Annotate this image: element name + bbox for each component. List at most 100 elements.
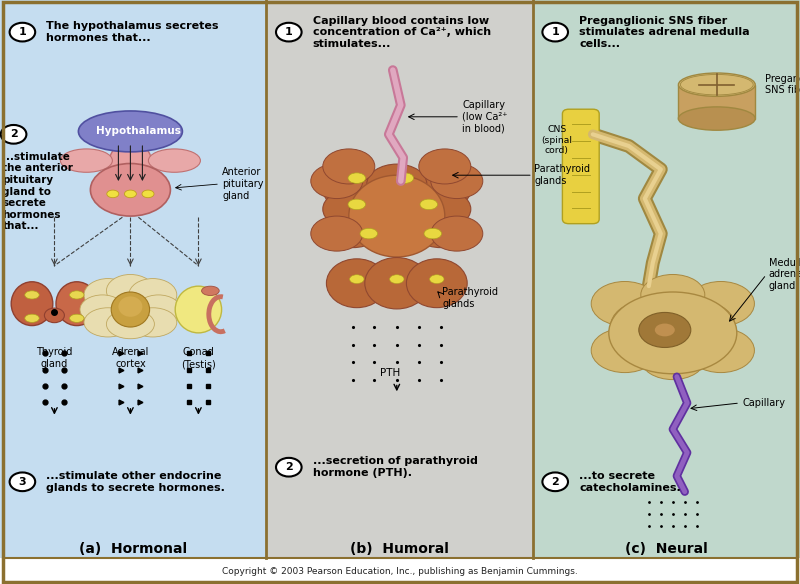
Ellipse shape [424,228,442,239]
Ellipse shape [366,208,427,248]
Ellipse shape [326,259,387,308]
Text: ...to secrete
catecholamines.: ...to secrete catecholamines. [579,471,681,492]
Ellipse shape [106,274,154,307]
Text: (a)  Hormonal: (a) Hormonal [79,542,187,556]
Bar [0,558,800,584]
Circle shape [542,23,568,41]
Ellipse shape [350,275,364,284]
Text: ...stimulate other endocrine
glands to secrete hormones.: ...stimulate other endocrine glands to s… [46,471,226,492]
Text: Parathyroid
glands: Parathyroid glands [534,165,590,186]
Circle shape [10,472,35,491]
Text: 1: 1 [285,27,293,37]
Ellipse shape [591,328,658,373]
Text: Copyright © 2003 Pearson Education, Inc., publishing as Benjamin Cummings.: Copyright © 2003 Pearson Education, Inc.… [222,566,578,576]
Ellipse shape [78,111,182,152]
Ellipse shape [406,259,467,308]
Text: Medulla of
adrenal
gland: Medulla of adrenal gland [769,258,800,291]
Ellipse shape [591,281,658,326]
Ellipse shape [323,170,383,210]
Ellipse shape [641,339,705,380]
Ellipse shape [106,310,154,339]
Ellipse shape [323,189,383,229]
Text: ...stimulate
the anterior
pituitary
gland to
secrete
hormones
that...: ...stimulate the anterior pituitary glan… [2,152,74,231]
Ellipse shape [430,164,482,199]
Ellipse shape [365,258,429,309]
Text: (b)  Humoral: (b) Humoral [350,542,449,556]
Text: 3: 3 [18,477,26,487]
Bar [678,85,755,119]
Circle shape [542,472,568,491]
Text: PTH: PTH [380,367,401,378]
Bar [266,0,533,558]
Ellipse shape [641,274,705,315]
Ellipse shape [11,282,53,326]
Ellipse shape [430,275,444,284]
Bar [533,0,800,558]
FancyBboxPatch shape [562,109,599,224]
Text: Hypothalamus: Hypothalamus [96,126,181,137]
Ellipse shape [118,297,142,317]
Ellipse shape [430,216,482,251]
Ellipse shape [323,149,374,184]
Ellipse shape [420,199,438,210]
Circle shape [276,458,302,477]
Ellipse shape [654,324,674,336]
Ellipse shape [25,314,39,322]
Ellipse shape [687,328,754,373]
Ellipse shape [142,190,154,197]
Text: Anterior
pituitary
gland: Anterior pituitary gland [222,168,264,200]
Ellipse shape [109,140,152,193]
Ellipse shape [129,279,177,311]
Bar [678,85,755,119]
Ellipse shape [411,170,470,210]
Ellipse shape [136,295,181,324]
Ellipse shape [129,308,177,337]
Text: Capillary
(low Ca²⁺
in blood): Capillary (low Ca²⁺ in blood) [462,100,508,133]
Ellipse shape [678,107,755,130]
Text: 2: 2 [10,129,18,140]
Text: 2: 2 [551,477,559,487]
Ellipse shape [411,189,470,229]
Ellipse shape [202,286,219,296]
Ellipse shape [687,281,754,326]
Ellipse shape [678,73,755,96]
Text: Preganglionic
SNS fiber: Preganglionic SNS fiber [765,74,800,95]
Circle shape [276,23,302,41]
Bar [0,0,266,558]
Ellipse shape [25,291,39,299]
Ellipse shape [45,308,64,322]
Ellipse shape [411,208,470,248]
Ellipse shape [360,228,378,239]
Ellipse shape [84,279,132,311]
Ellipse shape [348,199,366,210]
Text: ...secretion of parathyroid
hormone (PTH).: ...secretion of parathyroid hormone (PTH… [313,457,478,478]
Text: Capillary blood contains low
concentration of Ca²⁺, which
stimulates...: Capillary blood contains low concentrati… [313,16,491,48]
Ellipse shape [348,173,366,183]
Text: Thyroid
gland: Thyroid gland [36,347,73,369]
Ellipse shape [609,292,737,374]
Ellipse shape [61,149,112,172]
Text: 1: 1 [551,27,559,37]
Text: Preganglionic SNS fiber
stimulates adrenal medulla
cells...: Preganglionic SNS fiber stimulates adren… [579,16,750,48]
Ellipse shape [310,164,363,199]
Ellipse shape [90,164,170,216]
Ellipse shape [349,175,445,257]
Ellipse shape [610,303,671,352]
Ellipse shape [674,303,735,352]
Ellipse shape [323,208,383,248]
Text: Capillary: Capillary [742,398,786,408]
Ellipse shape [111,292,150,327]
Text: 2: 2 [285,462,293,472]
Ellipse shape [84,308,132,337]
Ellipse shape [107,190,119,197]
Ellipse shape [125,190,136,197]
Ellipse shape [56,282,98,326]
Ellipse shape [148,149,200,172]
Ellipse shape [638,312,690,347]
Ellipse shape [419,149,471,184]
Circle shape [1,125,26,144]
Text: (c)  Neural: (c) Neural [625,542,708,556]
Text: 1: 1 [18,27,26,37]
Text: CNS
(spinal
cord): CNS (spinal cord) [542,125,572,155]
Ellipse shape [80,295,125,324]
